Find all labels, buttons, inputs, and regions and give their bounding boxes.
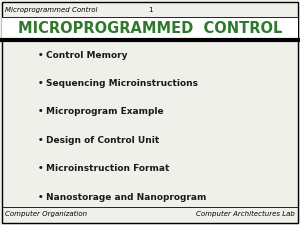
Text: •: • [38,136,44,145]
Text: Microprogram Example: Microprogram Example [46,107,164,116]
Text: MICROPROGRAMMED  CONTROL: MICROPROGRAMMED CONTROL [18,21,282,36]
Text: •: • [38,79,44,88]
Text: Sequencing Microinstructions: Sequencing Microinstructions [46,79,198,88]
Text: •: • [38,164,44,173]
Text: Computer Organization: Computer Organization [5,211,87,217]
Bar [2,17,298,40]
Text: Nanostorage and Nanoprogram: Nanostorage and Nanoprogram [46,193,206,202]
Text: Microprogrammed Control: Microprogrammed Control [5,7,98,13]
Text: Microinstruction Format: Microinstruction Format [46,164,169,173]
Text: Design of Control Unit: Design of Control Unit [46,136,159,145]
Text: •: • [38,50,44,59]
Text: 1: 1 [148,7,152,13]
Text: •: • [38,107,44,116]
Text: Computer Architectures Lab: Computer Architectures Lab [196,211,295,217]
Text: •: • [38,193,44,202]
Text: Control Memory: Control Memory [46,50,128,59]
